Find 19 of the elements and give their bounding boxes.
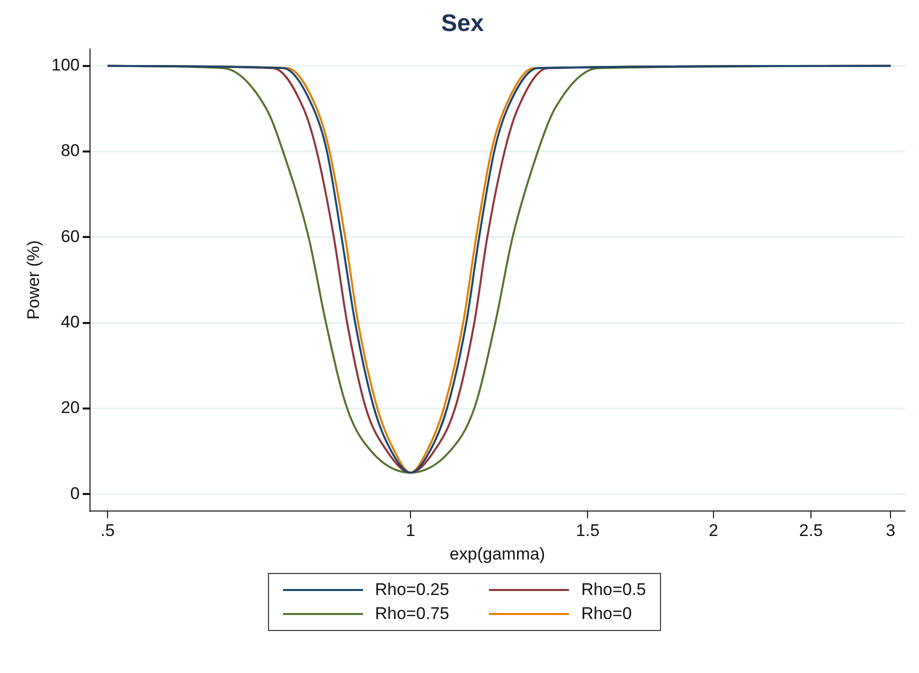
legend-label: Rho=0.5 [581,580,646,600]
legend-label: Rho=0.25 [375,580,450,600]
legend-label: Rho=0.75 [375,604,450,624]
x-tick-label: 3 [886,521,896,540]
x-tick-label: 2 [708,521,718,540]
y-tick-label: 40 [60,312,80,332]
y-tick-label: 0 [70,484,80,503]
y-tick-label: 60 [60,226,80,246]
x-axis-title: exp(gamma) [450,544,546,564]
x-tick-label: 1.5 [576,521,600,540]
y-axis-title: Power (%) [24,240,43,320]
x-tick-label: .5 [100,521,115,540]
legend-label: Rho=0 [581,604,632,624]
y-tick-label: 20 [60,398,80,418]
x-tick-label: 1 [406,521,416,540]
y-tick-label: 100 [51,56,80,75]
chart-title: Sex [441,10,485,38]
y-tick-label: 80 [60,141,80,160]
x-tick-label: 2.5 [799,521,823,540]
